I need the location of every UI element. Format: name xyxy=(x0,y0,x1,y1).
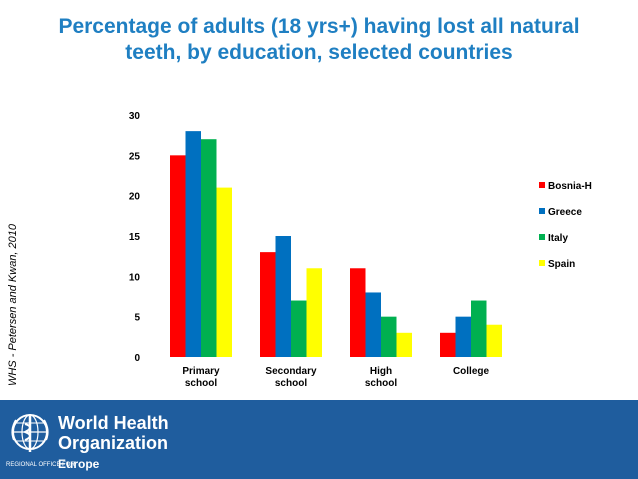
y-tick-label: 30 xyxy=(129,111,141,122)
legend-swatch xyxy=(539,182,545,188)
bar-spain-2 xyxy=(396,332,412,357)
x-tick-label: College xyxy=(453,366,490,377)
x-axis-labels: Primary school Secondary school High school Co… xyxy=(182,366,489,389)
y-tick-label: 20 xyxy=(129,192,141,203)
region-name: Europe xyxy=(58,457,100,471)
bar-bosnia-h-3 xyxy=(440,332,456,357)
bar-spain-3 xyxy=(486,324,502,357)
regional-office-label: REGIONAL OFFICE FOR xyxy=(6,462,75,468)
legend-label: Greece xyxy=(548,207,582,218)
bar-bosnia-h-2 xyxy=(350,268,366,357)
bar-greece-2 xyxy=(365,292,381,357)
bar-spain-0 xyxy=(216,187,232,357)
bar-greece-3 xyxy=(455,316,471,357)
bar-chart: 0 5 10 15 20 25 30 Primary school Secondary schoo… xyxy=(129,111,592,389)
bar-italy-3 xyxy=(471,300,487,357)
bar-greece-0 xyxy=(185,131,201,357)
legend-swatch xyxy=(539,208,545,214)
y-tick-label: 0 xyxy=(134,353,140,364)
bars xyxy=(170,131,502,357)
legend: Bosnia-H Greece Italy Spain xyxy=(539,181,592,270)
legend-swatch xyxy=(539,234,545,240)
who-footer: World Health Organization REGIONAL OFFIC… xyxy=(0,400,638,479)
y-tick-label: 10 xyxy=(129,272,141,283)
legend-label: Italy xyxy=(548,233,568,244)
bar-italy-2 xyxy=(381,316,397,357)
bar-italy-0 xyxy=(201,139,217,357)
bar-bosnia-h-0 xyxy=(170,155,186,357)
bar-spain-1 xyxy=(306,268,322,357)
x-tick-label: Primary school xyxy=(182,366,220,389)
bar-greece-1 xyxy=(275,236,291,357)
y-tick-label: 5 xyxy=(134,313,140,324)
who-organization-name: World Health Organization xyxy=(58,413,169,453)
x-tick-label: Secondary school xyxy=(265,366,317,389)
legend-label: Spain xyxy=(548,259,575,270)
who-emblem-icon xyxy=(11,414,49,452)
x-tick-label: High school xyxy=(365,366,397,389)
chart-title: Percentage of adults (18 yrs+) having lo… xyxy=(58,15,580,64)
legend-label: Bosnia-H xyxy=(548,181,592,192)
y-axis: 0 5 10 15 20 25 30 xyxy=(129,111,141,364)
bar-bosnia-h-1 xyxy=(260,252,276,357)
legend-swatch xyxy=(539,260,545,266)
y-tick-label: 25 xyxy=(129,151,141,162)
bar-italy-1 xyxy=(291,300,307,357)
y-tick-label: 15 xyxy=(129,232,141,243)
